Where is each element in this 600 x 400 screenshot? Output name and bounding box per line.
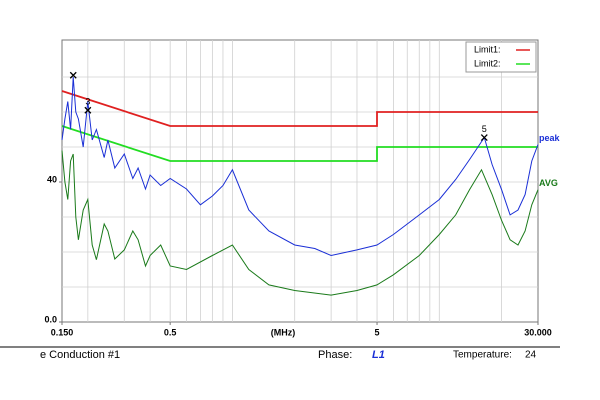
peak-marker: [480, 134, 488, 142]
phase-label: Phase:: [318, 349, 352, 361]
peak-marker: [69, 71, 77, 79]
x-tick-label: 30.000: [524, 327, 552, 337]
phase-value: L1: [372, 349, 385, 361]
temperature-value: 24: [525, 350, 537, 361]
x-axis-label: (MHz): [271, 327, 296, 337]
legend-label: Limit1:: [474, 44, 501, 54]
series-end-label: peak: [539, 133, 561, 143]
y-tick-label: 0.0: [44, 314, 57, 324]
temperature-label: Temperature:: [453, 350, 512, 361]
x-tick-label: 0.5: [164, 327, 177, 337]
marker-label: 5: [482, 124, 487, 134]
legend-box: [465, 41, 537, 73]
plot: [61, 71, 539, 296]
series-line: [61, 76, 539, 257]
series-line: [61, 90, 538, 127]
x-tick-label: 5: [375, 327, 380, 337]
legend-label: Limit2:: [474, 58, 501, 68]
x-tick-label: 0.150: [51, 327, 74, 337]
series-line: [61, 150, 539, 296]
series-line: [61, 125, 538, 162]
plot-frame: [61, 39, 539, 323]
peak-marker: [84, 106, 92, 114]
marker-label: 3: [85, 97, 90, 107]
y-tick-label: 40: [47, 174, 57, 184]
test-name: e Conduction #1: [40, 349, 120, 361]
series-end-label: AVG: [539, 178, 558, 188]
